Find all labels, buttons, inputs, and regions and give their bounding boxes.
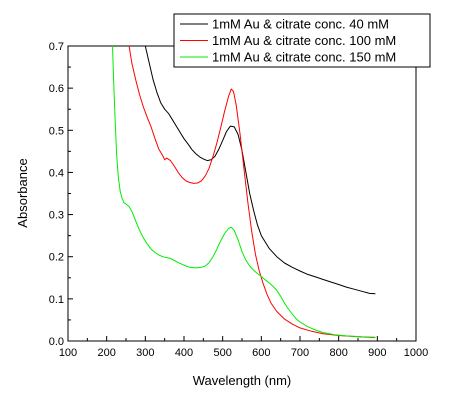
x-tick-label: 100 [59,347,77,359]
y-axis-title: Absorbance [15,158,30,227]
x-tick-label: 300 [136,347,154,359]
series-line-2 [128,46,376,339]
x-tick-label: 600 [252,347,270,359]
plot-area [67,45,417,342]
y-tick-label: 0.2 [49,252,64,264]
y-tick-label: 0.3 [49,210,64,222]
legend-label-3: 1mM Au & citrate conc. 150 mM [212,50,396,65]
y-tick-label: 0.4 [49,167,64,179]
x-tick-label: 400 [175,347,193,359]
series-lines [112,46,376,339]
x-tick-label: 800 [329,347,347,359]
axis-ticks [67,45,417,342]
x-tick-label: 1000 [404,347,428,359]
y-tick-label: 0.5 [49,125,64,137]
legend-label-1: 1mM Au & citrate conc. 40 mM [212,17,389,32]
legend-box [173,13,431,68]
y-tick-label: 0.7 [49,41,64,53]
legend-label-2: 1mM Au & citrate conc. 100 mM [212,33,396,48]
series-line-1 [144,46,376,295]
y-tick-label: 0.1 [49,294,64,306]
series-line-3 [112,46,376,338]
y-tick-label: 0.6 [49,83,64,95]
y-tick-label: 0.0 [49,336,64,348]
x-axis-title: Wavelength (nm) [193,373,292,388]
x-tick-label: 500 [213,347,231,359]
tick-labels: 100 200 300 400 500 600 700 800 900 1000 0.0 0.1 0.2… [49,41,429,359]
x-tick-label: 700 [291,347,309,359]
x-tick-label: 200 [97,347,115,359]
x-tick-label: 900 [368,347,386,359]
